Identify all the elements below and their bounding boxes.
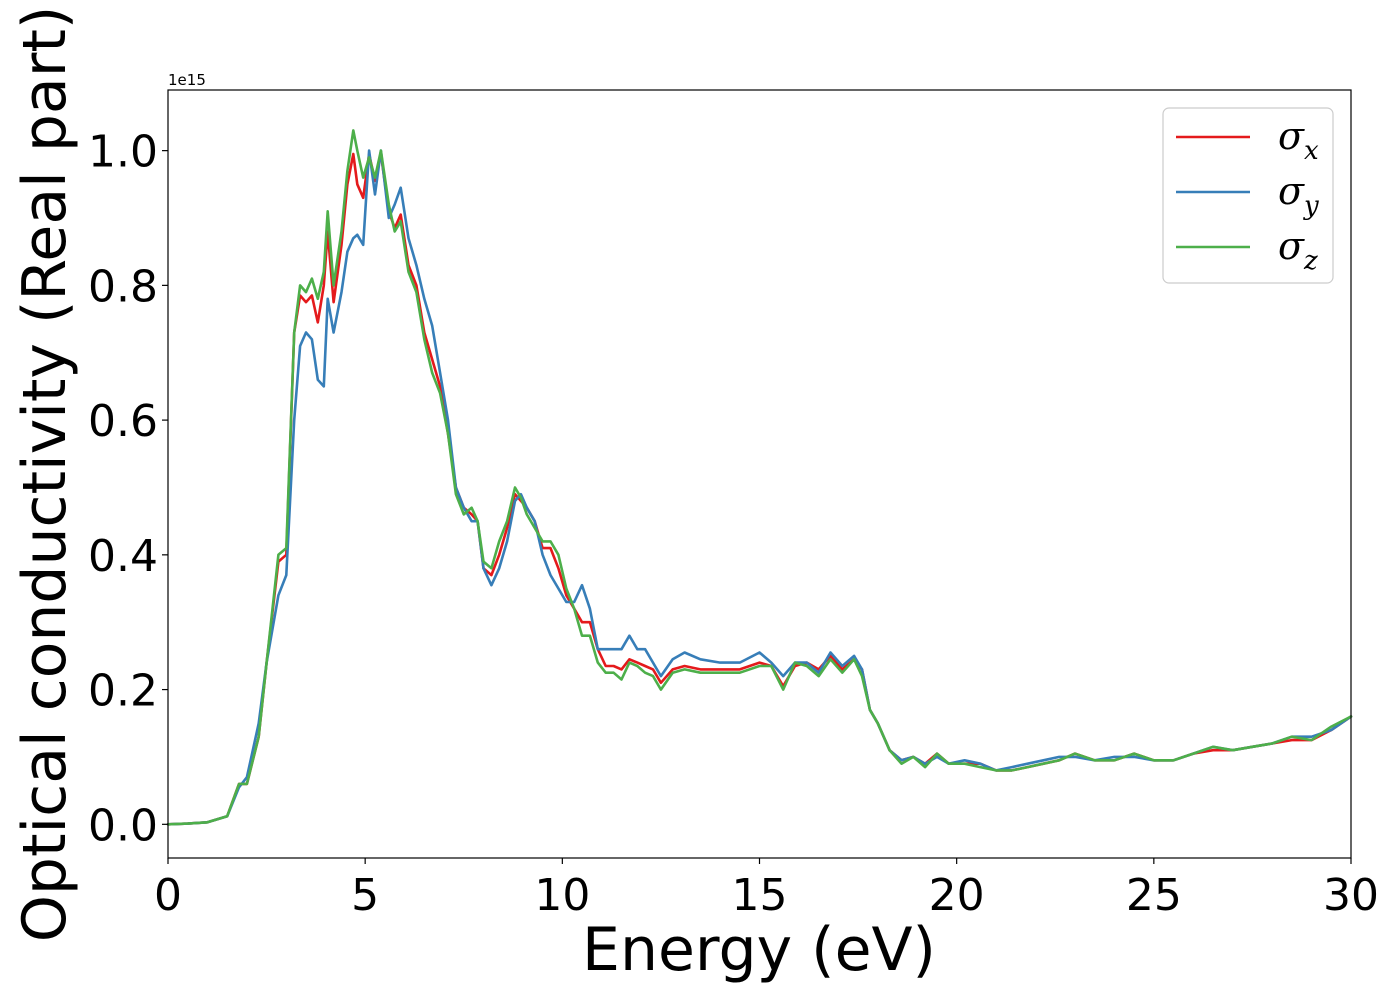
y-tick-label: 0.0: [88, 800, 158, 851]
x-axis-label: Energy (eV): [582, 915, 936, 985]
y-tick-label: 0.8: [88, 261, 158, 312]
legend-subscript: y: [1303, 191, 1319, 221]
x-tick-label: 15: [732, 870, 788, 921]
y-tick-label: 1.0: [88, 127, 158, 178]
legend-label-y: σy: [1278, 169, 1319, 221]
legend-subscript: z: [1303, 246, 1318, 276]
series-layer: [166, 129, 1353, 826]
legend-box: [1162, 107, 1334, 284]
y-offset-label: 1e15: [168, 71, 206, 89]
x-tick-label: 30: [1323, 870, 1379, 921]
x-tick-label: 5: [351, 870, 379, 921]
x-tick-label: 20: [929, 870, 985, 921]
y-tick-label: 0.4: [88, 531, 158, 582]
legend-subscript: x: [1304, 136, 1319, 166]
y-tick-label: 0.6: [88, 396, 158, 447]
x-tick-label: 25: [1126, 870, 1182, 921]
legend-label-z: σz: [1278, 224, 1318, 276]
y-axis-label: Optical conductivity (Real part): [10, 6, 80, 943]
legend-symbol: σ: [1278, 114, 1305, 158]
y-tick-label: 0.2: [88, 666, 158, 717]
x-axis: 0 5 10 15 20 25 30: [154, 858, 1379, 921]
series-line-y: [166, 149, 1353, 826]
x-tick-label: 0: [154, 870, 182, 921]
series-line-z: [166, 129, 1353, 826]
legend-symbol: σ: [1278, 224, 1305, 268]
legend-symbol: σ: [1278, 169, 1305, 213]
y-axis: 0.0 0.2 0.4 0.6 0.8 1.0: [88, 127, 168, 851]
legend-label-x: σx: [1278, 114, 1319, 166]
x-tick-label: 10: [534, 870, 590, 921]
